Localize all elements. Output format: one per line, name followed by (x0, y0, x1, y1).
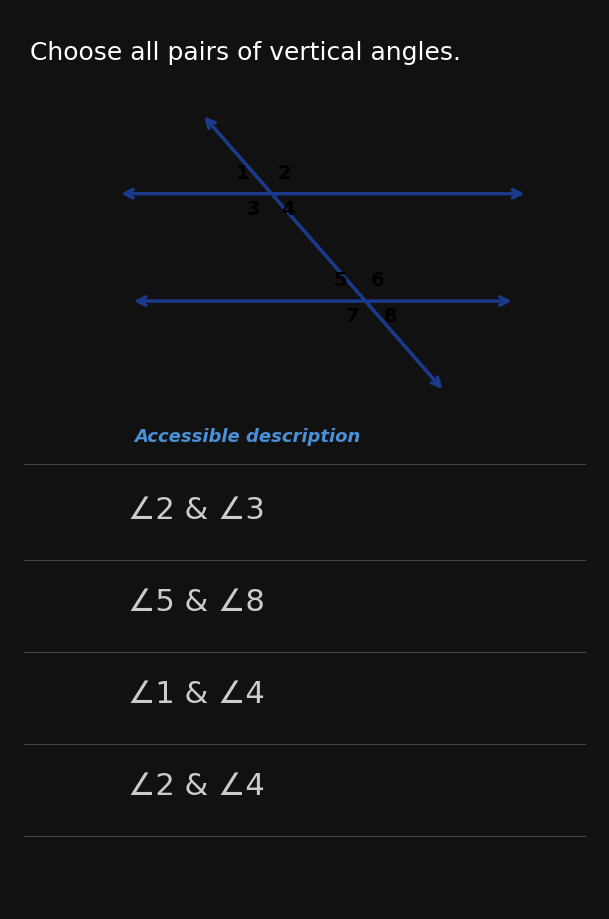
Text: 4: 4 (281, 199, 295, 219)
Text: ∠2 & ∠4: ∠2 & ∠4 (128, 771, 265, 800)
Text: ∠5 & ∠8: ∠5 & ∠8 (128, 587, 265, 617)
Text: 6: 6 (371, 271, 385, 290)
Text: 1: 1 (236, 164, 250, 183)
Text: 7: 7 (346, 307, 360, 326)
Text: 3: 3 (247, 199, 261, 219)
Text: ∠1 & ∠4: ∠1 & ∠4 (128, 679, 265, 709)
Text: Accessible description: Accessible description (134, 427, 361, 446)
Text: 8: 8 (384, 307, 397, 326)
Text: ∠2 & ∠3: ∠2 & ∠3 (128, 495, 265, 525)
Text: 2: 2 (277, 164, 291, 183)
Text: 5: 5 (334, 271, 347, 290)
Text: Choose all pairs of vertical angles.: Choose all pairs of vertical angles. (30, 41, 462, 65)
